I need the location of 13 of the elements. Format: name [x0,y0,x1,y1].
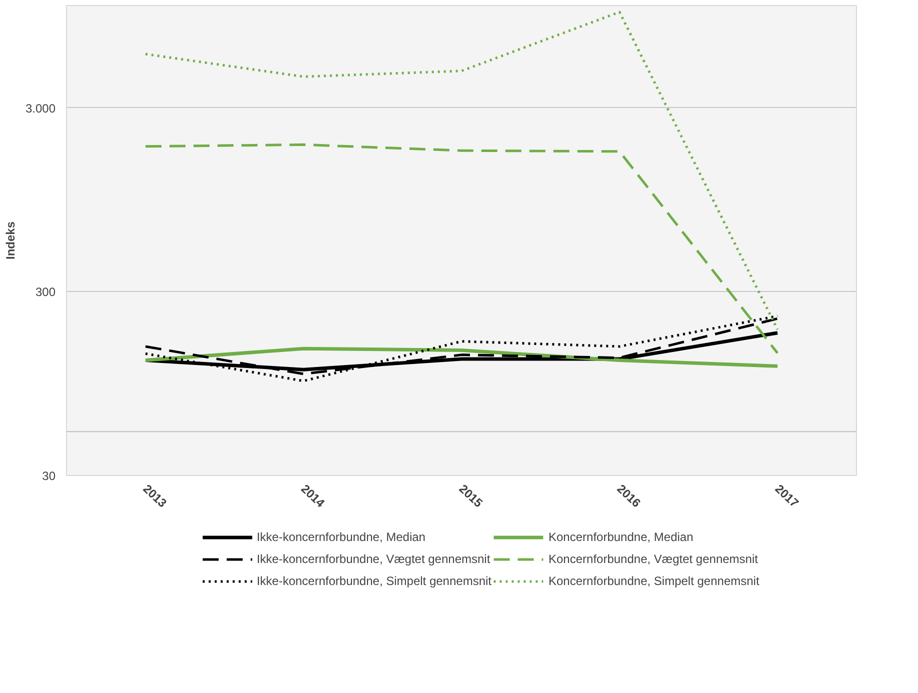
y-axis-title: Indeks [3,221,18,260]
line-series [144,346,780,368]
line-series [144,143,779,354]
legend-label: Koncernforbundne, Median [548,530,694,544]
legend-label: Ikke-koncernforbundne, Vægtet gennemsnit [256,552,490,566]
legend-label: Ikke-koncernforbundne, Simpelt gennemsnit [256,574,492,588]
line-series [144,10,779,331]
legend-label: Ikke-koncernforbundne, Median [256,530,426,544]
y-tick-label: 300 [35,285,56,300]
y-tick-label: 3.000 [25,101,56,116]
legend-label: Koncernforbundne, Vægtet gennemsnit [548,552,758,566]
y-tick-label: 30 [42,469,56,483]
legend-label: Koncernforbundne, Simpelt gennemsnit [548,574,760,588]
